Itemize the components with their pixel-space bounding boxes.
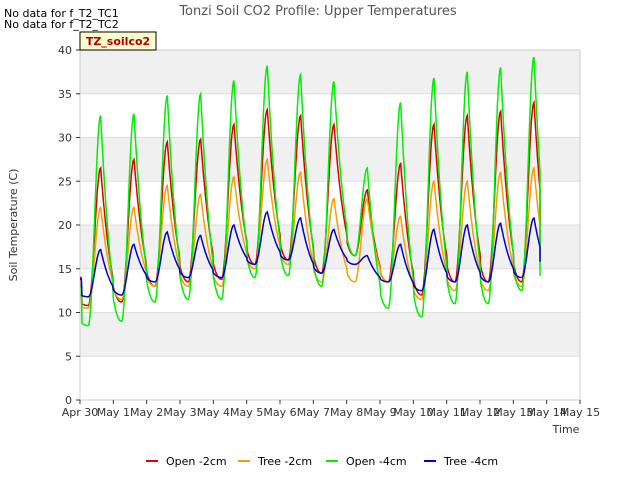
x-tick-label: May 6	[263, 406, 296, 419]
x-tick-label: May 5	[230, 406, 263, 419]
chart-title: Tonzi Soil CO2 Profile: Upper Temperatur…	[178, 4, 457, 19]
grid-band	[80, 225, 580, 269]
x-tick-label: May 3	[163, 406, 196, 419]
y-tick-label: 15	[58, 263, 72, 276]
legend-label: Tree -2cm	[257, 455, 312, 468]
legend: Open -2cm Tree -2cm Open -4cm Tree -4cm	[146, 455, 498, 468]
x-axis-label: Time	[552, 423, 580, 436]
x-tick-label: May 11	[427, 406, 467, 419]
legend-label: Tree -4cm	[443, 455, 498, 468]
x-tick-label: May 1	[97, 406, 130, 419]
y-tick-label: 40	[58, 44, 72, 57]
y-tick-label: 25	[58, 175, 72, 188]
no-data-note-1: No data for f_T2_TC1	[4, 7, 119, 20]
series-line-open-4cm	[80, 56, 541, 327]
y-tick-label: 35	[58, 88, 72, 101]
y-tick-label: 5	[65, 350, 72, 363]
series-layer	[80, 56, 541, 327]
x-tick-label: May 12	[460, 406, 500, 419]
legend-label: Open -4cm	[346, 455, 407, 468]
x-tick-label: May 9	[363, 406, 396, 419]
y-tick-label: 10	[58, 307, 72, 320]
x-tick-label: May 2	[130, 406, 163, 419]
series-line-tree-4cm	[80, 210, 541, 298]
y-tick-label: 30	[58, 132, 72, 145]
x-tick-label: May 14	[527, 406, 567, 419]
y-tick-label: 20	[58, 219, 72, 232]
badge-label: TZ_soilco2	[86, 35, 150, 48]
y-axis-label: Soil Temperature (C)	[7, 169, 20, 282]
x-tick-label: May 13	[493, 406, 533, 419]
x-tick-label: May 7	[297, 406, 330, 419]
y-tick-label: 0	[65, 394, 72, 407]
x-tick-label: May 4	[197, 406, 230, 419]
x-tick-label: Apr 30	[62, 406, 99, 419]
x-tick-label: May 8	[330, 406, 363, 419]
grid-band	[80, 312, 580, 357]
grid-band	[80, 50, 580, 94]
no-data-note-2: No data for f_T2_TC2	[4, 18, 119, 31]
dataset-badge: TZ_soilco2	[79, 31, 157, 51]
x-tick-label: May 15	[560, 406, 600, 419]
legend-label: Open -2cm	[166, 455, 227, 468]
x-tick-label: May 10	[393, 406, 433, 419]
